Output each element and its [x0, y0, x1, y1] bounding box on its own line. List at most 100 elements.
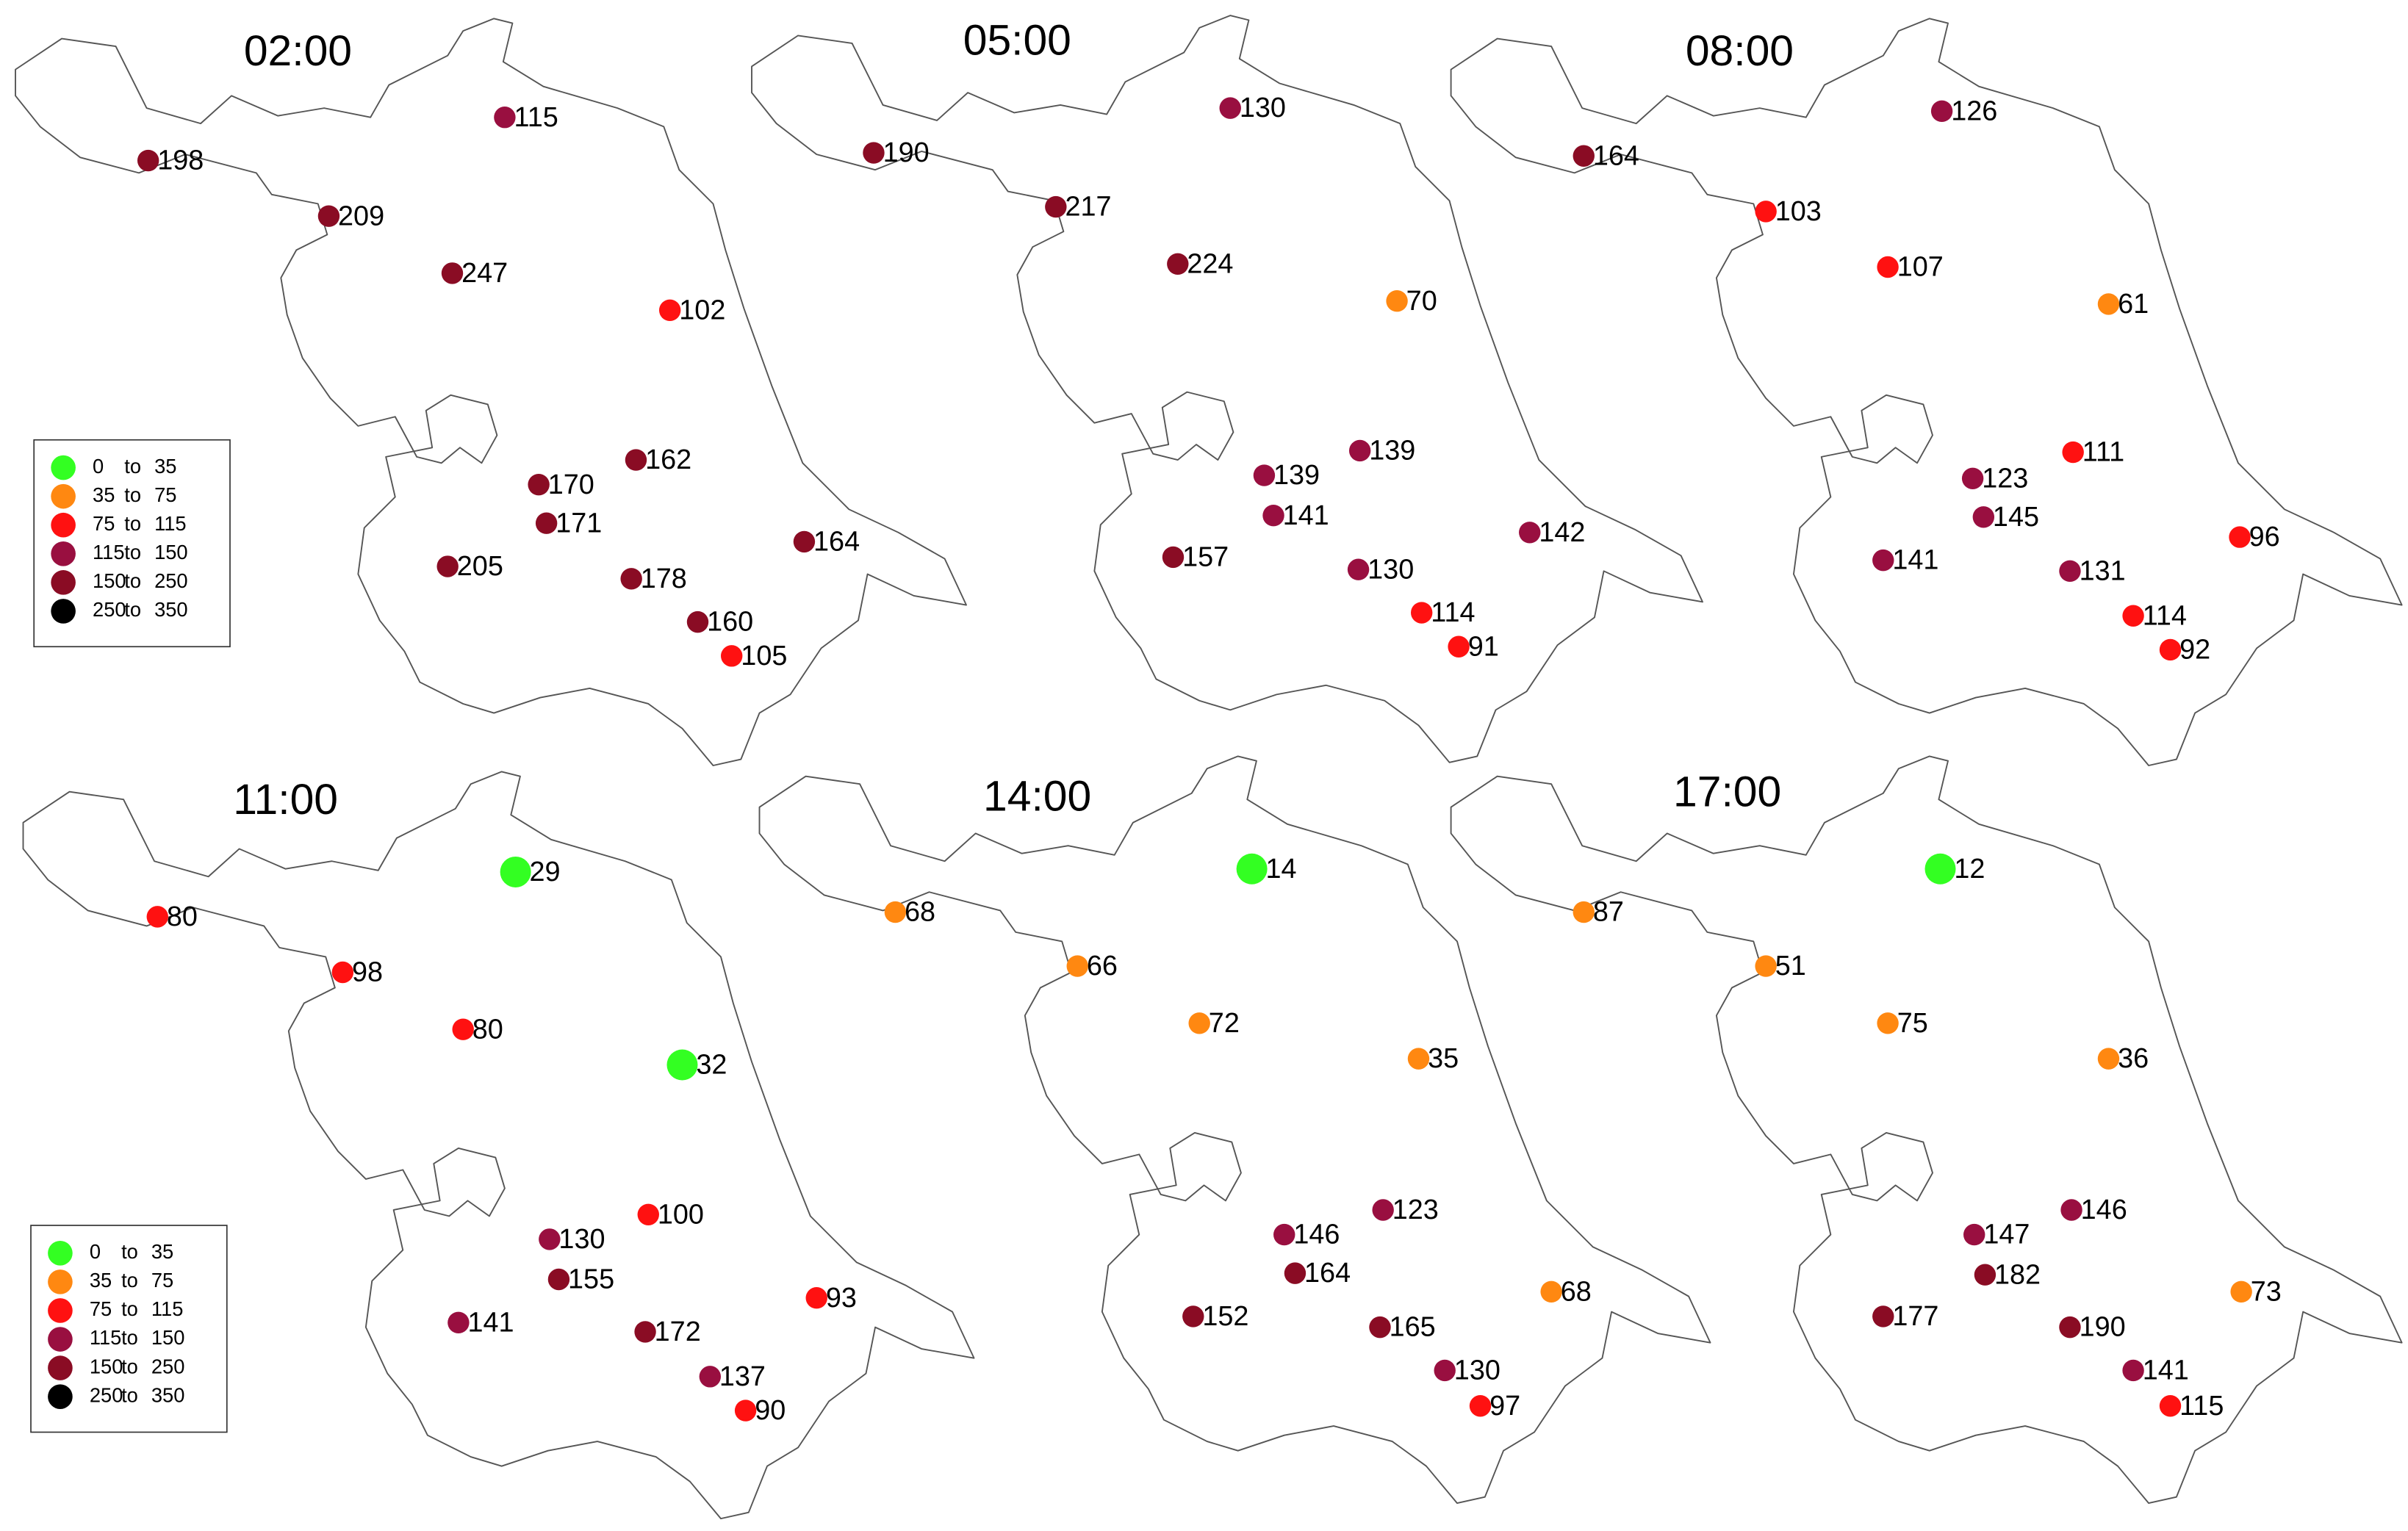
station-dot: [2159, 638, 2182, 661]
station-dot: [1540, 1280, 1562, 1303]
station-dot: [1236, 853, 1268, 885]
station-value: 92: [2179, 635, 2210, 666]
station-value: 29: [530, 857, 561, 887]
station-dot: [2159, 1395, 2182, 1417]
station-value: 130: [1240, 93, 1286, 123]
station-dot: [528, 473, 550, 496]
map-panel: 17:00 87 12 51 75 36 146 147 182 73 177 190 141 115: [1450, 755, 2403, 1505]
station-dot: [1972, 506, 1995, 528]
station-value: 97: [1489, 1391, 1520, 1422]
station-dot: [658, 299, 681, 322]
station-value: 164: [1593, 140, 1639, 171]
legend-connector: to: [124, 483, 141, 506]
station-dot: [1434, 1359, 1456, 1382]
station-dot: [1167, 253, 1189, 275]
station-value: 217: [1065, 192, 1111, 223]
panel-title: 08:00: [1686, 27, 1794, 75]
station-value: 190: [2080, 1312, 2126, 1343]
station-value: 32: [696, 1050, 727, 1081]
station-value: 123: [1982, 463, 2028, 494]
station-value: 155: [568, 1264, 614, 1295]
legend-low: 35: [93, 483, 115, 506]
station-value: 36: [2118, 1043, 2149, 1074]
legend-swatch: [51, 541, 76, 566]
station-value: 68: [1561, 1276, 1592, 1307]
legend-connector: to: [121, 1355, 138, 1377]
station-value: 80: [472, 1014, 503, 1045]
legend-high: 350: [154, 598, 188, 621]
station-value: 172: [655, 1316, 701, 1347]
province-outline: [1450, 18, 2403, 766]
province-outline: [22, 771, 975, 1520]
station-dot: [2059, 560, 2081, 583]
station-dot: [146, 906, 168, 928]
station-dot: [1386, 290, 1408, 312]
station-value: 68: [905, 897, 935, 928]
legend-connector: to: [124, 598, 141, 621]
legend-low: 250: [90, 1383, 123, 1406]
station-dot: [1407, 1048, 1430, 1070]
station-value: 14: [1266, 854, 1297, 885]
station-value: 105: [741, 641, 787, 671]
station-value: 178: [641, 563, 687, 594]
legend-swatch: [51, 483, 76, 509]
station-dot: [1755, 201, 1777, 223]
station-dot: [1066, 955, 1088, 977]
station-value: 170: [548, 469, 594, 500]
station-dot: [535, 512, 558, 534]
legend-low: 115: [90, 1326, 122, 1349]
station-value: 165: [1390, 1312, 1436, 1343]
station-dot: [1262, 504, 1284, 527]
station-dot: [2062, 441, 2084, 464]
station-value: 115: [514, 102, 558, 133]
station-dot: [2097, 293, 2120, 315]
panel-title: 17:00: [1673, 768, 1781, 815]
station-value: 111: [2082, 437, 2124, 468]
legend-high: 250: [151, 1355, 185, 1377]
station-value: 162: [645, 444, 691, 475]
legend-high: 115: [151, 1297, 184, 1320]
station-dot: [863, 142, 885, 164]
station-dot: [1410, 602, 1433, 624]
legend-low: 150: [93, 569, 126, 592]
station-value: 146: [1293, 1220, 1340, 1250]
station-dot: [686, 610, 709, 633]
station-dot: [620, 568, 642, 590]
station-dot: [1877, 1012, 1899, 1034]
legend-high: 75: [151, 1269, 173, 1292]
panel-title: 14:00: [983, 773, 1091, 821]
station-value: 141: [467, 1307, 514, 1338]
station-value: 114: [2143, 600, 2187, 631]
station-value: 96: [2249, 522, 2280, 552]
station-dot: [805, 1287, 827, 1309]
station-dot: [720, 645, 743, 667]
legend-swatch: [48, 1269, 73, 1294]
station-dot: [1872, 549, 1894, 572]
legend-connector: to: [124, 569, 141, 592]
station-value: 103: [1775, 196, 1822, 227]
legend-swatch: [48, 1327, 73, 1352]
legend-swatch: [51, 570, 76, 595]
station-value: 182: [1994, 1259, 2041, 1290]
station-dot: [1573, 145, 1595, 167]
station-dot: [137, 149, 159, 172]
station-dot: [317, 205, 340, 227]
station-value: 164: [1304, 1258, 1351, 1289]
station-dot: [500, 856, 531, 887]
legend-swatch: [48, 1240, 73, 1266]
station-dot: [1219, 97, 1241, 119]
legend-low: 150: [90, 1355, 123, 1377]
panel-title: 02:00: [244, 27, 352, 75]
station-value: 146: [2081, 1195, 2127, 1225]
station-dot: [1162, 546, 1185, 569]
legend-low: 0: [90, 1240, 101, 1263]
legend-low: 75: [90, 1297, 112, 1320]
station-value: 130: [1454, 1355, 1500, 1386]
station-value: 139: [1369, 436, 1415, 466]
station-dot: [634, 1321, 656, 1343]
legend-high: 250: [154, 569, 188, 592]
legend-swatch: [51, 455, 76, 480]
